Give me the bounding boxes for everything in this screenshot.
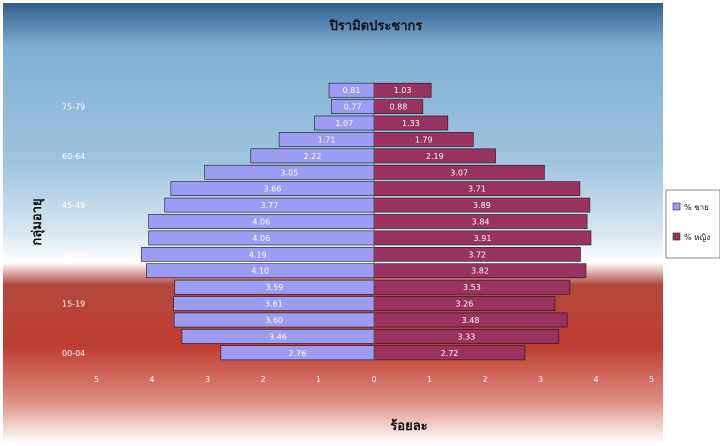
data-label: 3.71 bbox=[468, 185, 486, 194]
y-category-label: 60-64 bbox=[62, 152, 85, 161]
x-axis-ticks: 5 4 3 2 1 0 1 2 3 4 5 bbox=[94, 375, 654, 384]
x-tick-label: 4 bbox=[149, 375, 154, 384]
data-label: 4.10 bbox=[251, 267, 269, 276]
x-tick-label: 3 bbox=[538, 375, 543, 384]
y-category-label: 00-04 bbox=[62, 349, 85, 358]
data-label: 2.22 bbox=[303, 152, 321, 161]
data-label: 1.71 bbox=[318, 135, 336, 144]
y-category-label: 75-79 bbox=[62, 103, 85, 112]
data-label: 3.07 bbox=[450, 168, 468, 177]
data-label: 3.59 bbox=[265, 283, 283, 292]
legend-swatch-male bbox=[672, 202, 681, 211]
legend-swatch-female bbox=[672, 232, 681, 241]
data-label: 3.60 bbox=[265, 316, 283, 325]
data-label: 3.66 bbox=[264, 185, 282, 194]
data-label: 3.46 bbox=[269, 332, 287, 341]
data-label: 3.33 bbox=[458, 332, 476, 341]
x-tick-label: 0 bbox=[371, 375, 376, 384]
legend-label-male: % ชาย bbox=[684, 203, 709, 212]
data-label: 1.33 bbox=[402, 119, 420, 128]
data-label: 1.03 bbox=[394, 86, 412, 95]
x-tick-label: 1 bbox=[427, 375, 432, 384]
data-label: 4.19 bbox=[249, 250, 267, 259]
x-tick-label: 3 bbox=[205, 375, 210, 384]
data-label: 1.79 bbox=[415, 135, 433, 144]
legend: % ชาย % หญิง bbox=[665, 189, 720, 259]
data-label: 2.19 bbox=[426, 152, 444, 161]
data-label: 3.82 bbox=[471, 267, 489, 276]
legend-label-female: % หญิง bbox=[684, 233, 710, 242]
data-label: 3.26 bbox=[456, 300, 474, 309]
data-label: 3.72 bbox=[468, 250, 486, 259]
legend-box bbox=[665, 189, 720, 259]
data-label: 4.06 bbox=[252, 218, 270, 227]
x-tick-label: 1 bbox=[316, 375, 321, 384]
data-label: 0.88 bbox=[390, 103, 408, 112]
y-axis-title: กลุ่มอายุ bbox=[30, 198, 45, 245]
data-label: 3.53 bbox=[463, 283, 481, 292]
data-label: 1.07 bbox=[335, 119, 353, 128]
y-category-label: 45-49 bbox=[62, 201, 85, 210]
data-label: 4.06 bbox=[252, 234, 270, 243]
x-tick-label: 2 bbox=[482, 375, 487, 384]
x-tick-label: 5 bbox=[649, 375, 654, 384]
chart-title: ปิรามิดประชากร bbox=[329, 19, 423, 34]
data-label: 3.77 bbox=[260, 201, 278, 210]
data-label: 3.61 bbox=[265, 300, 283, 309]
data-label: 3.05 bbox=[280, 168, 298, 177]
data-label: 3.84 bbox=[472, 218, 490, 227]
y-category-label: 15-19 bbox=[62, 300, 85, 309]
data-label: 2.76 bbox=[289, 349, 307, 358]
y-category-label: 30-34 bbox=[62, 250, 85, 259]
x-tick-label: 2 bbox=[260, 375, 265, 384]
x-tick-label: 4 bbox=[593, 375, 598, 384]
y-axis-categories: 00-04 15-19 30-34 45-49 60-64 75-79 bbox=[62, 103, 85, 358]
x-tick-label: 5 bbox=[94, 375, 99, 384]
data-label: 0.77 bbox=[344, 103, 362, 112]
data-label: 3.48 bbox=[462, 316, 480, 325]
x-axis-title: ร้อยละ bbox=[390, 418, 427, 434]
bars: 2.763.46 3.60 3.61 3.59 4.10 4.19 4.06 4.06 3.77… bbox=[141, 82, 592, 361]
data-label: 3.91 bbox=[474, 234, 492, 243]
data-label: 0.81 bbox=[343, 86, 361, 95]
data-label: 3.89 bbox=[473, 201, 491, 210]
data-label: 2.72 bbox=[441, 349, 459, 358]
